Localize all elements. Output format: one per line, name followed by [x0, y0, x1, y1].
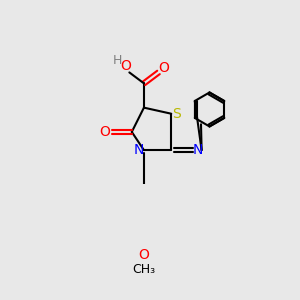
Text: S: S [172, 107, 181, 121]
Text: O: O [158, 61, 169, 75]
Text: N: N [133, 143, 144, 157]
Text: O: O [120, 59, 131, 74]
Text: CH₃: CH₃ [132, 263, 155, 276]
Text: O: O [139, 248, 149, 262]
Text: N: N [193, 143, 203, 157]
Text: H: H [112, 54, 122, 67]
Text: O: O [100, 125, 110, 139]
